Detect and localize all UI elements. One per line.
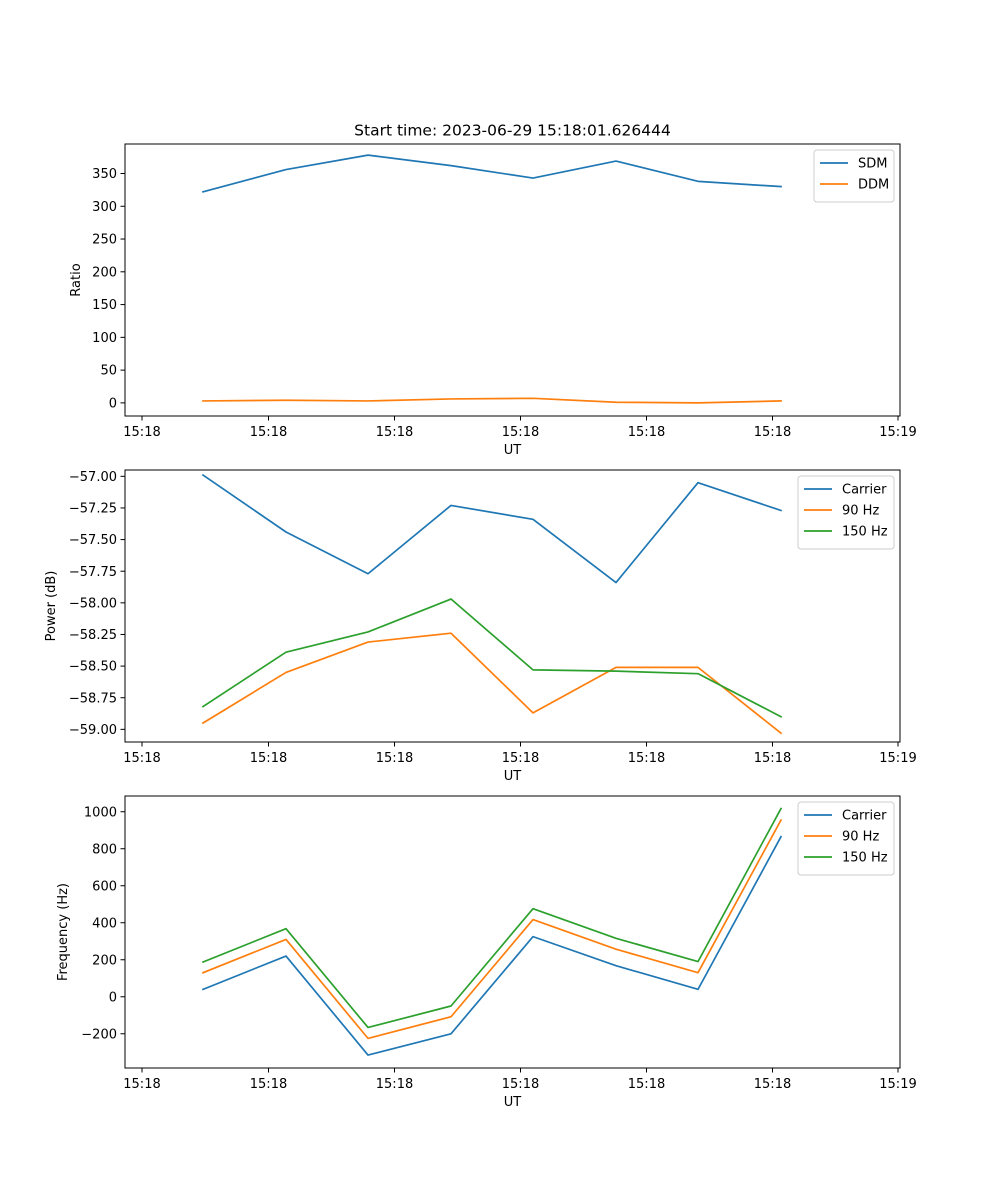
x-tick-label: 15:18 <box>502 751 539 766</box>
x-tick-label: 15:19 <box>879 1077 916 1092</box>
y-tick-label: 200 <box>92 953 117 968</box>
y-tick-label: 350 <box>92 167 117 182</box>
axes-frame <box>124 143 901 417</box>
y-tick-label: −57.50 <box>69 533 117 548</box>
y-tick-label: 400 <box>92 916 117 931</box>
y-tick-label: 250 <box>92 233 117 248</box>
legend-entry: SDM <box>858 157 887 172</box>
x-tick-label: 15:18 <box>628 751 665 766</box>
series-line <box>201 154 782 193</box>
legend-entry: 150 Hz <box>842 851 888 866</box>
x-tick-label: 15:18 <box>376 1077 413 1092</box>
series-line <box>202 397 782 404</box>
y-tick-label: −59.00 <box>69 723 117 738</box>
legend-entry: 90 Hz <box>842 504 879 519</box>
y-axis-label: Ratio <box>69 263 84 296</box>
y-tick-label: 0 <box>109 396 117 411</box>
axes-frame <box>124 795 901 1069</box>
legend-entry: 90 Hz <box>842 830 879 845</box>
y-tick-label: 1000 <box>84 805 117 820</box>
legend-entry: 150 Hz <box>842 525 888 540</box>
subplots: 15:18 15:18 15:18 15:18 15:18 15:18 15:19 0 50 10… <box>44 143 917 1110</box>
legend-entry: Carrier <box>842 483 887 498</box>
y-tick-label: 150 <box>92 298 117 313</box>
x-axis-label: UT <box>504 443 522 458</box>
x-tick-label: 15:18 <box>754 1077 791 1092</box>
x-tick-label: 15:18 <box>628 1077 665 1092</box>
x-tick-label: 15:18 <box>502 1077 539 1092</box>
x-tick-label: 15:19 <box>879 425 916 440</box>
series-line <box>201 598 783 718</box>
legend-entry: Carrier <box>842 809 887 824</box>
axes-frame <box>124 469 901 743</box>
y-tick-label: −58.50 <box>69 660 117 675</box>
y-tick-label: −57.00 <box>69 470 117 485</box>
x-tick-label: 15:18 <box>754 751 791 766</box>
y-tick-label: −200 <box>81 1027 117 1042</box>
x-tick-label: 15:18 <box>250 425 287 440</box>
x-tick-label: 15:18 <box>754 425 791 440</box>
y-tick-label: 0 <box>109 990 117 1005</box>
x-tick-label: 15:18 <box>250 1077 287 1092</box>
legend: Carrier 90 Hz 150 Hz <box>797 801 895 876</box>
legend: SDM DDM <box>813 149 895 203</box>
series-line <box>201 818 783 1040</box>
series-line <box>201 473 783 584</box>
x-tick-label: 15:18 <box>376 425 413 440</box>
y-tick-label: 600 <box>92 879 117 894</box>
series-line <box>201 835 783 1056</box>
y-tick-label: −57.25 <box>69 502 117 517</box>
y-tick-label: 800 <box>92 842 117 857</box>
x-tick-label: 15:18 <box>123 1077 160 1092</box>
series-line <box>201 807 783 1029</box>
x-tick-label: 15:19 <box>879 751 916 766</box>
x-axis-label: UT <box>504 1095 522 1110</box>
y-tick-label: −58.75 <box>69 691 117 706</box>
y-axis-label: Frequency (Hz) <box>56 883 71 981</box>
subplot-1: 15:18 15:18 15:18 15:18 15:18 15:18 15:19 0 50 10… <box>69 143 917 458</box>
y-tick-label: −58.25 <box>69 628 117 643</box>
legend-entry: DDM <box>858 178 889 193</box>
subplot-3: 15:18 15:18 15:18 15:18 15:18 15:18 15:19 −200 0… <box>56 795 917 1110</box>
y-tick-label: 50 <box>100 364 117 379</box>
y-tick-label: −58.00 <box>69 596 117 611</box>
subplot-2: 15:18 15:18 15:18 15:18 15:18 15:18 15:19 −59.0… <box>44 469 917 784</box>
y-tick-label: −57.75 <box>69 565 117 580</box>
y-axis-label: Power (dB) <box>44 571 59 642</box>
y-tick-label: 300 <box>92 200 117 215</box>
x-tick-label: 15:18 <box>502 425 539 440</box>
y-tick-label: 200 <box>92 265 117 280</box>
figure-title: Start time: 2023-06-29 15:18:01.626444 <box>354 122 671 140</box>
legend: Carrier 90 Hz 150 Hz <box>797 475 895 550</box>
x-tick-label: 15:18 <box>123 425 160 440</box>
x-tick-label: 15:18 <box>123 751 160 766</box>
y-tick-label: 100 <box>92 331 117 346</box>
x-tick-label: 15:18 <box>376 751 413 766</box>
x-axis-label: UT <box>504 769 522 784</box>
x-tick-label: 15:18 <box>250 751 287 766</box>
series-line <box>201 632 783 735</box>
x-tick-label: 15:18 <box>628 425 665 440</box>
